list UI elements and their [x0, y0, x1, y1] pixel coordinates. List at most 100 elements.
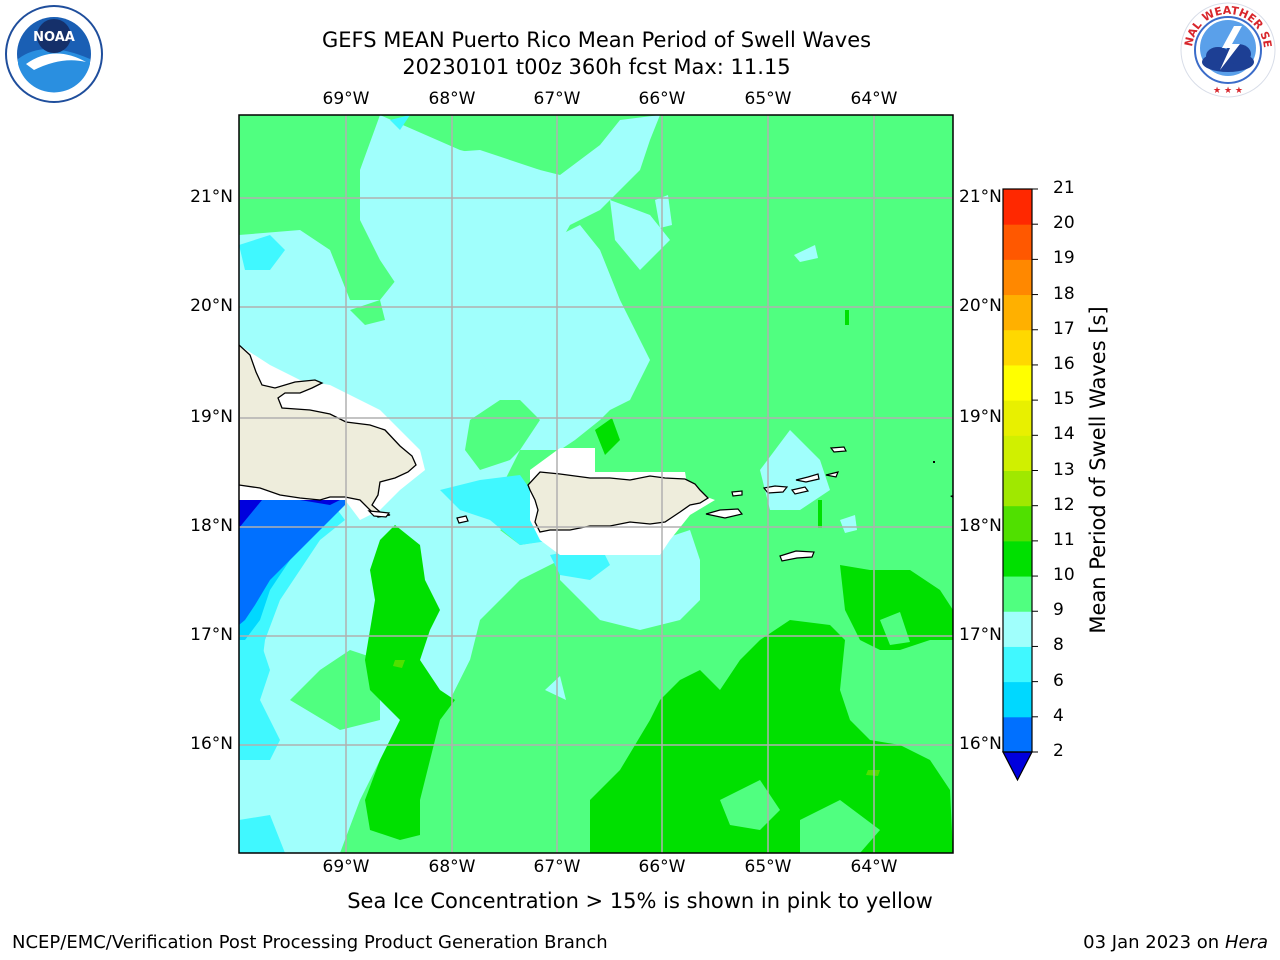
- colorbar-segment: [1003, 259, 1032, 296]
- colorbar-segment: [1003, 189, 1032, 225]
- swell-field-6-8: [239, 815, 285, 853]
- island-vieques: [705, 508, 744, 519]
- island-st-john: [790, 486, 810, 495]
- colorbar-segment: [1003, 364, 1032, 401]
- lon-label-bottom: 69°W: [322, 857, 370, 877]
- colorbar-tick-label: 15: [1053, 389, 1075, 410]
- colorbar-tick-label: 8: [1053, 635, 1064, 656]
- colorbar-tick-label: 16: [1053, 353, 1075, 374]
- colorbar-tick-label: 13: [1053, 459, 1075, 480]
- colorbar-segment: [1003, 400, 1032, 436]
- footer-date: 03 Jan 2023 on Hera: [1083, 932, 1268, 953]
- swell-field-8-9: [545, 676, 566, 700]
- lat-label-left: 17°N: [190, 625, 233, 645]
- swell-field-below-2: [300, 500, 340, 505]
- colorbar-tick-label: 17: [1053, 318, 1075, 339]
- chart-subtitle: 20230101 t00z 360h fcst Max: 11.15: [402, 55, 791, 79]
- nws-logo: NATIONAL WEATHER SERVICE ★ ★ ★: [1178, 0, 1276, 98]
- noaa-logo: NOAA: [5, 5, 103, 103]
- colorbar-tick-label: 12: [1053, 494, 1075, 515]
- lat-label-left: 18°N: [190, 516, 233, 536]
- chart-title: GEFS MEAN Puerto Rico Mean Period of Swe…: [321, 28, 872, 52]
- lon-label-top: 69°W: [322, 89, 370, 109]
- swell-field-10-11: [590, 620, 953, 853]
- swell-field-9-10: [800, 800, 880, 853]
- colorbar-segment: [1003, 470, 1032, 507]
- lon-label-top: 68°W: [428, 89, 476, 109]
- lon-label-top: 66°W: [638, 89, 686, 109]
- colorbar-segment: [1003, 611, 1032, 647]
- swell-field-below-2: [239, 500, 262, 528]
- colorbar-tick-label: 18: [1053, 283, 1075, 304]
- colorbar-tick-label: 4: [1053, 705, 1064, 726]
- colorbar-tick-label: 20: [1053, 213, 1075, 234]
- swell-field-10-11: [845, 310, 849, 325]
- swell-field-9-10: [450, 640, 545, 760]
- lat-label-right: 18°N: [959, 516, 1002, 536]
- colorbar-segment: [1003, 646, 1032, 683]
- footer-host: Hera: [1224, 932, 1268, 953]
- lon-label-bottom: 65°W: [744, 857, 792, 877]
- colorbar-tick-label: 21: [1053, 178, 1075, 198]
- lon-label-top: 67°W: [533, 89, 581, 109]
- map-frame: [238, 114, 954, 854]
- colorbar-segment: [1003, 540, 1032, 577]
- colorbar-tick-label: 6: [1053, 670, 1064, 691]
- island-st-croix: [779, 550, 815, 562]
- hispaniola-landmass: [239, 344, 417, 518]
- colorbar: [1002, 188, 1038, 782]
- colorbar-tick-label: 10: [1053, 565, 1075, 586]
- colorbar-tick-label: 19: [1053, 248, 1075, 269]
- lon-label-top: 65°W: [744, 89, 792, 109]
- colorbar-segment: [1003, 576, 1032, 612]
- colorbar-segment: [1003, 224, 1032, 260]
- lat-label-left: 20°N: [190, 296, 233, 316]
- swell-field-10-11: [840, 565, 953, 650]
- swell-field-8-9: [794, 245, 818, 262]
- island-mona: [456, 515, 469, 524]
- swell-field-2-4: [239, 500, 345, 625]
- swell-field-8-9: [840, 515, 857, 533]
- gridlines: [239, 115, 953, 853]
- colorbar-tick-label: 11: [1053, 529, 1075, 550]
- swell-field-11-12: [866, 770, 880, 776]
- svg-text:★ ★ ★: ★ ★ ★: [1213, 86, 1243, 96]
- lon-label-bottom: 68°W: [428, 857, 476, 877]
- lat-label-right: 20°N: [959, 296, 1002, 316]
- swell-field-8-9: [410, 150, 560, 240]
- swell-field-9-10: [290, 650, 380, 730]
- lat-label-left: 16°N: [190, 734, 233, 754]
- lat-label-right: 21°N: [959, 187, 1002, 207]
- colorbar-segment: [1003, 716, 1032, 753]
- colorbar-segment: [1003, 505, 1032, 542]
- swell-field-11-12: [393, 660, 405, 668]
- swell-field-10-11: [595, 418, 620, 455]
- colorbar-segment: [1003, 329, 1032, 366]
- colorbar-extend-triangle: [1002, 751, 1033, 782]
- colorbar-tick-label: 2: [1053, 741, 1064, 761]
- island-tortola: [795, 473, 820, 483]
- lon-label-bottom: 64°W: [850, 857, 898, 877]
- swell-field-8-9: [655, 195, 672, 228]
- lon-label-bottom: 66°W: [638, 857, 686, 877]
- lat-label-left: 21°N: [190, 187, 233, 207]
- island-saona: [367, 510, 391, 518]
- swell-field-9-10: [720, 780, 780, 830]
- swell-field-10-11: [365, 525, 455, 840]
- lat-label-right: 17°N: [959, 625, 1002, 645]
- sea-ice-caption: Sea Ice Concentration > 15% is shown in …: [347, 889, 933, 913]
- colorbar-title: Mean Period of Swell Waves [s]: [1086, 306, 1110, 634]
- lat-label-right: 16°N: [959, 734, 1002, 754]
- colorbar-segment: [1003, 294, 1032, 331]
- island-virgin-gorda: [825, 471, 839, 478]
- footer-credit: NCEP/EMC/Verification Post Processing Pr…: [12, 932, 608, 953]
- swell-field-10-11: [818, 500, 822, 528]
- footer-date-text: 03 Jan 2023 on: [1083, 932, 1225, 953]
- lon-label-top: 64°W: [850, 89, 898, 109]
- island-sombrero: [933, 461, 935, 463]
- colorbar-segment: [1003, 681, 1032, 718]
- lat-label-left: 19°N: [190, 407, 233, 427]
- island-culebra: [731, 490, 743, 497]
- svg-text:NOAA: NOAA: [33, 30, 75, 45]
